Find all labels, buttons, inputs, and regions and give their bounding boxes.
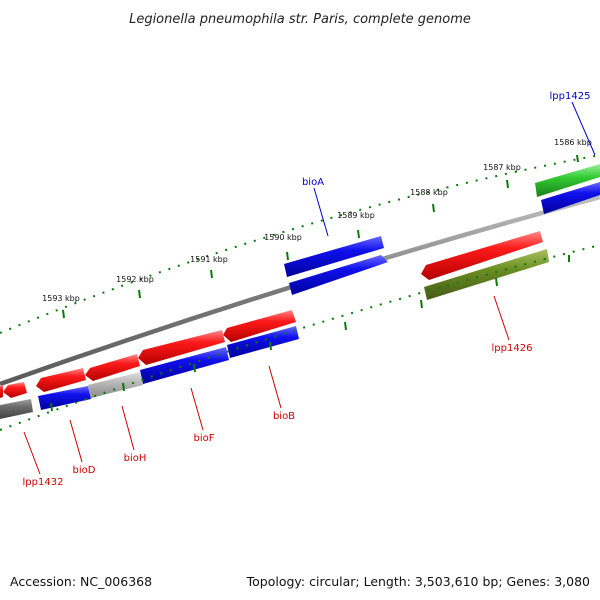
tick-label: 1586 kbp <box>554 138 592 147</box>
gene-bioB[interactable] <box>227 326 299 358</box>
inner-major-ticks <box>50 255 570 412</box>
tick-mark <box>138 289 141 299</box>
tick-mark <box>576 154 579 163</box>
gene-bioH-reverse[interactable] <box>88 372 143 398</box>
gene-lpp1432-forward[interactable] <box>3 382 27 398</box>
leader-bioA <box>313 187 329 237</box>
gene-bioD[interactable] <box>36 368 86 392</box>
tick-mark <box>50 402 53 412</box>
accession-text: Accession: NC_006368 <box>10 574 152 589</box>
gene-forward-red[interactable] <box>223 310 296 342</box>
gene-bioH[interactable] <box>85 354 140 381</box>
genome-summary-text: Topology: circular; Length: 3,503,610 bp… <box>246 574 590 589</box>
gene-label-bioD[interactable]: bioD <box>73 465 96 476</box>
tick-mark <box>193 363 196 373</box>
leader-bioH <box>121 405 135 451</box>
tick-mark <box>210 269 213 279</box>
tick-label: 1590 kbp <box>264 233 302 242</box>
gene-label-bioA[interactable]: bioA <box>302 177 324 188</box>
tick-mark <box>269 341 272 351</box>
tick-label: 1587 kbp <box>483 163 521 172</box>
gene-label-bioF[interactable]: bioF <box>194 433 215 444</box>
leader-bioF <box>190 387 204 431</box>
forward-strand-genes <box>0 164 600 398</box>
gene-edge-forward[interactable] <box>0 385 3 398</box>
map-title: Legionella pneumophila str. Paris, compl… <box>129 12 471 27</box>
label-leaders <box>23 101 596 475</box>
leader-lpp1432 <box>23 431 41 475</box>
tick-mark <box>432 203 435 213</box>
leader-bioD <box>69 419 83 463</box>
reverse-strand-genes <box>0 182 600 419</box>
gene-lpp1425[interactable] <box>541 182 600 214</box>
gene-label-bioB[interactable]: bioB <box>273 411 295 422</box>
tick-label: 1593 kbp <box>42 294 80 303</box>
gene-label-bioH[interactable]: bioH <box>124 453 147 464</box>
gene-bioA[interactable] <box>284 236 384 277</box>
gene-bioF-reverse[interactable] <box>140 347 229 384</box>
tick-label: 1592 kbp <box>116 275 154 284</box>
tick-mark <box>420 299 423 309</box>
outer-scale-track <box>0 154 600 334</box>
inner-scale-track <box>0 244 600 431</box>
gene-bioF[interactable] <box>138 330 225 365</box>
leader-lpp1426 <box>493 295 510 341</box>
gene-forward-green[interactable] <box>535 164 600 197</box>
tick-mark <box>286 251 289 261</box>
tick-mark <box>62 309 65 319</box>
tick-label: 1591 kbp <box>190 255 228 264</box>
tick-mark <box>495 277 498 287</box>
gene-lpp1432[interactable] <box>0 399 33 419</box>
gene-label-lpp1425[interactable]: lpp1425 <box>550 91 591 102</box>
gene-label-lpp1426[interactable]: lpp1426 <box>492 343 533 354</box>
outer-major-ticks <box>62 154 579 319</box>
tick-mark <box>506 179 509 189</box>
scale-tick-labels: 1586 kbp 1587 kbp 1588 kbp 1589 kbp 1590… <box>42 138 592 303</box>
tick-mark <box>344 321 347 331</box>
leader-bioB <box>268 365 282 409</box>
tick-mark <box>357 229 360 239</box>
gene-lpp1426[interactable] <box>421 231 543 280</box>
tick-label: 1588 kbp <box>410 188 448 197</box>
gene-label-lpp1432[interactable]: lpp1432 <box>23 477 64 488</box>
gene-labels: lpp1425 bioA lpp1426 bioB bioF bioH bioD… <box>23 91 591 488</box>
leader-lpp1425 <box>571 101 596 156</box>
tick-label: 1589 kbp <box>337 211 375 220</box>
gene-bioA-reverse[interactable] <box>289 255 388 295</box>
tick-mark <box>122 382 125 392</box>
